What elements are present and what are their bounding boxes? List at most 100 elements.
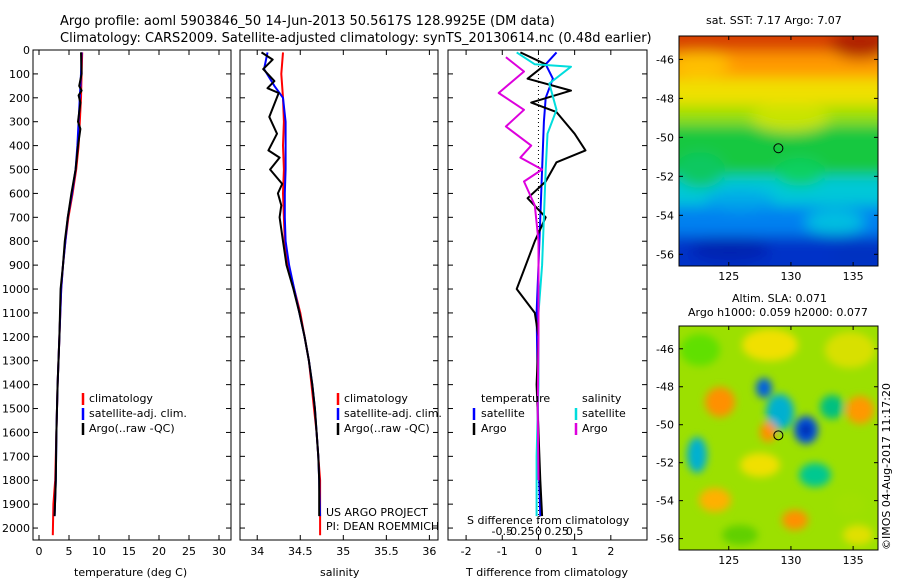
legend-satellite-adj: satellite-adj. clim. <box>89 407 187 420</box>
x-tick-label: 0 <box>535 545 542 558</box>
y-tick-label: 200 <box>9 92 30 105</box>
x-tick-label: 135 <box>843 554 864 567</box>
y-tick-label: 1100 <box>2 307 30 320</box>
temperature-panel: 0 5 10 15 20 25 300100200300400500600700800900… <box>2 44 232 579</box>
legend-climatology: climatology <box>344 392 408 405</box>
y-tick-label: 1400 <box>2 379 30 392</box>
y-tick-label: 400 <box>9 140 30 153</box>
y-tick-label: 2000 <box>2 522 30 535</box>
difference-axes-frame <box>447 49 648 541</box>
difference-panel: -2 -1 0 1 2 -0.5-0.25 0 0.250.5 S difference f… <box>447 49 648 579</box>
x-tick-label: 125 <box>718 270 739 283</box>
y-tick-label: -54 <box>656 495 674 508</box>
t-difference-xlabel: T difference from climatology <box>465 566 628 579</box>
series-line <box>260 51 321 517</box>
y-tick-label: 1200 <box>2 331 30 344</box>
y-tick-label: -52 <box>656 170 674 183</box>
pi-label: PI: DEAN ROEMMICH <box>326 520 439 533</box>
x-tick-label: 130 <box>780 554 801 567</box>
legend-climatology: climatology <box>89 392 153 405</box>
x-tick-label: 15 <box>122 545 136 558</box>
y-tick-label: 100 <box>9 68 30 81</box>
title-line-1: Argo profile: aoml 5903846_50 14-Jun-201… <box>60 14 555 29</box>
y-tick-label: -50 <box>656 419 674 432</box>
s-tick-label: -0.25 <box>506 525 534 538</box>
legend-salinity-heading: salinity <box>582 392 622 405</box>
sst-map-field <box>679 36 878 266</box>
y-tick-label: 1900 <box>2 498 30 511</box>
x-tick-label: 10 <box>92 545 106 558</box>
y-tick-label: 0 <box>23 44 30 57</box>
y-tick-label: 600 <box>9 187 30 200</box>
x-tick-label: 135 <box>843 270 864 283</box>
difference-legend: temperature satellite Argo salinity sate… <box>472 392 626 435</box>
legend-argo: Argo(..raw -QC) <box>89 422 175 435</box>
y-tick-label: -52 <box>656 457 674 470</box>
x-tick-label: 130 <box>780 270 801 283</box>
temperature-legend: climatology satellite-adj. clim. Argo(..… <box>81 392 187 435</box>
x-tick-label: 35.5 <box>374 545 399 558</box>
s-difference-label: S difference from climatology <box>467 514 630 527</box>
y-tick-label: 1700 <box>2 450 30 463</box>
y-tick-label: 1500 <box>2 403 30 416</box>
x-tick-label: 20 <box>152 545 166 558</box>
legend-argo: Argo(..raw -QC) <box>344 422 430 435</box>
sst-map-title: sat. SST: 7.17 Argo: 7.07 <box>706 14 842 27</box>
x-tick-label: 0 <box>36 545 43 558</box>
argo-location-marker <box>773 143 784 154</box>
legend-satellite-adj: satellite-adj. clim. <box>344 407 442 420</box>
salinity-panel: 34 34.5 35 35.5 36 salinity climatology sate… <box>239 49 442 579</box>
s-tick-label: 0.25 <box>544 525 569 538</box>
y-tick-label: -48 <box>656 92 674 105</box>
y-tick-label: 800 <box>9 235 30 248</box>
sla-map-panel: Altim. SLA: 0.071 Argo h1000: 0.059 h200… <box>656 292 879 567</box>
y-tick-label: -46 <box>656 343 674 356</box>
s-tick-label: 0.5 <box>566 525 584 538</box>
x-tick-label: 5 <box>66 545 73 558</box>
y-tick-label: 700 <box>9 211 30 224</box>
x-tick-label: 30 <box>212 545 226 558</box>
x-tick-label: 2 <box>607 545 614 558</box>
legend-temperature-heading: temperature <box>481 392 550 405</box>
y-tick-label: -46 <box>656 53 674 66</box>
legend-s-argo: Argo <box>582 422 608 435</box>
s-tick-label: -0.5 <box>492 525 513 538</box>
s-tick-label: 0 <box>535 525 542 538</box>
sla-map-title: Altim. SLA: 0.071 <box>732 292 827 305</box>
sst-map-frame <box>678 35 879 267</box>
y-tick-label: -54 <box>656 209 674 222</box>
temperature-xlabel: temperature (deg C) <box>74 566 187 579</box>
x-tick-label: 25 <box>182 545 196 558</box>
y-tick-label: 1300 <box>2 355 30 368</box>
x-tick-label: 34 <box>250 545 264 558</box>
y-tick-label: 900 <box>9 259 30 272</box>
sla-map-frame <box>678 325 879 551</box>
x-tick-label: 36 <box>422 545 436 558</box>
y-tick-label: 1000 <box>2 283 30 296</box>
legend-s-satellite: satellite <box>582 407 626 420</box>
x-tick-label: 125 <box>718 554 739 567</box>
y-tick-label: 1600 <box>2 426 30 439</box>
series-line <box>280 52 322 536</box>
imos-watermark: ©IMOS 04-Aug-2017 11:17:20 <box>880 383 893 550</box>
legend-t-satellite: satellite <box>481 407 525 420</box>
y-tick-label: -50 <box>656 131 674 144</box>
series-line <box>497 56 544 481</box>
legend-t-argo: Argo <box>481 422 507 435</box>
y-tick-label: -48 <box>656 381 674 394</box>
y-tick-label: -56 <box>656 533 674 546</box>
x-tick-label: -2 <box>461 545 472 558</box>
salinity-xlabel: salinity <box>320 566 360 579</box>
x-tick-label: -1 <box>497 545 508 558</box>
y-tick-label: 300 <box>9 116 30 129</box>
sst-map-panel: sat. SST: 7.17 Argo: 7.07 <box>656 14 879 283</box>
project-label: US ARGO PROJECT <box>326 506 428 519</box>
y-tick-label: -56 <box>656 248 674 261</box>
sla-map-subtitle: Argo h1000: 0.059 h2000: 0.077 <box>688 306 868 319</box>
x-tick-label: 1 <box>571 545 578 558</box>
x-tick-label: 34.5 <box>288 545 313 558</box>
title-line-2: Climatology: CARS2009. Satellite-adjuste… <box>60 31 652 46</box>
x-tick-label: 35 <box>336 545 350 558</box>
argo-location-marker <box>773 430 784 441</box>
